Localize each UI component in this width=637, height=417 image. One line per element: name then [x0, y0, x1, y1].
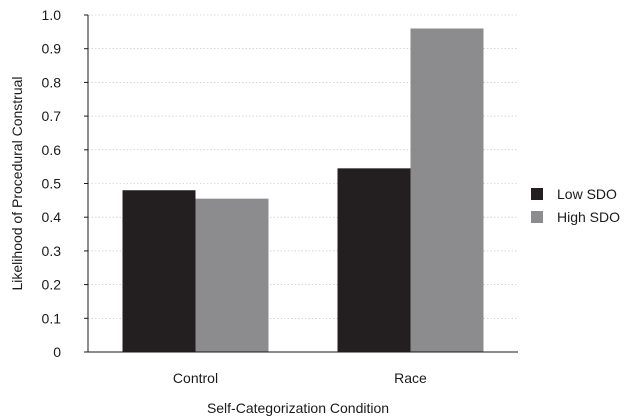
- legend-label: Low SDO: [557, 186, 617, 202]
- y-tick-label: 0: [53, 344, 61, 360]
- y-axis-title: Likelihood of Procedural Construal: [9, 76, 25, 290]
- x-tick-label: Control: [173, 370, 218, 386]
- bar-high-sdo-control: [195, 198, 269, 352]
- y-tick-label: 0.2: [42, 277, 62, 293]
- x-axis-title: Self-Categorization Condition: [207, 400, 389, 416]
- bar-high-sdo-race: [410, 28, 484, 352]
- y-tick-label: 0.3: [42, 243, 62, 259]
- y-tick-label: 1.0: [42, 7, 62, 23]
- y-tick-label: 0.9: [42, 41, 62, 57]
- y-tick-label: 0.4: [42, 209, 62, 225]
- bar-low-sdo-control: [122, 190, 196, 352]
- y-tick-label: 0.1: [42, 310, 62, 326]
- x-tick-labels: Control Race: [173, 370, 427, 386]
- bars: [122, 28, 484, 352]
- legend-swatch: [531, 188, 543, 200]
- x-tick-label: Race: [394, 370, 427, 386]
- legend-swatch: [531, 211, 543, 223]
- y-tick-label: 0.8: [42, 74, 62, 90]
- legend: Low SDO High SDO: [531, 186, 620, 225]
- legend-label: High SDO: [557, 209, 620, 225]
- y-tick-label: 0.6: [42, 142, 62, 158]
- bar-low-sdo-race: [337, 168, 411, 352]
- y-tick-labels: 0 0.1 0.2 0.3 0.4 0.5 0.6 0.7 0.8 0.9 1.0: [42, 7, 88, 360]
- y-tick-label: 0.7: [42, 108, 62, 124]
- y-tick-label: 0.5: [42, 176, 62, 192]
